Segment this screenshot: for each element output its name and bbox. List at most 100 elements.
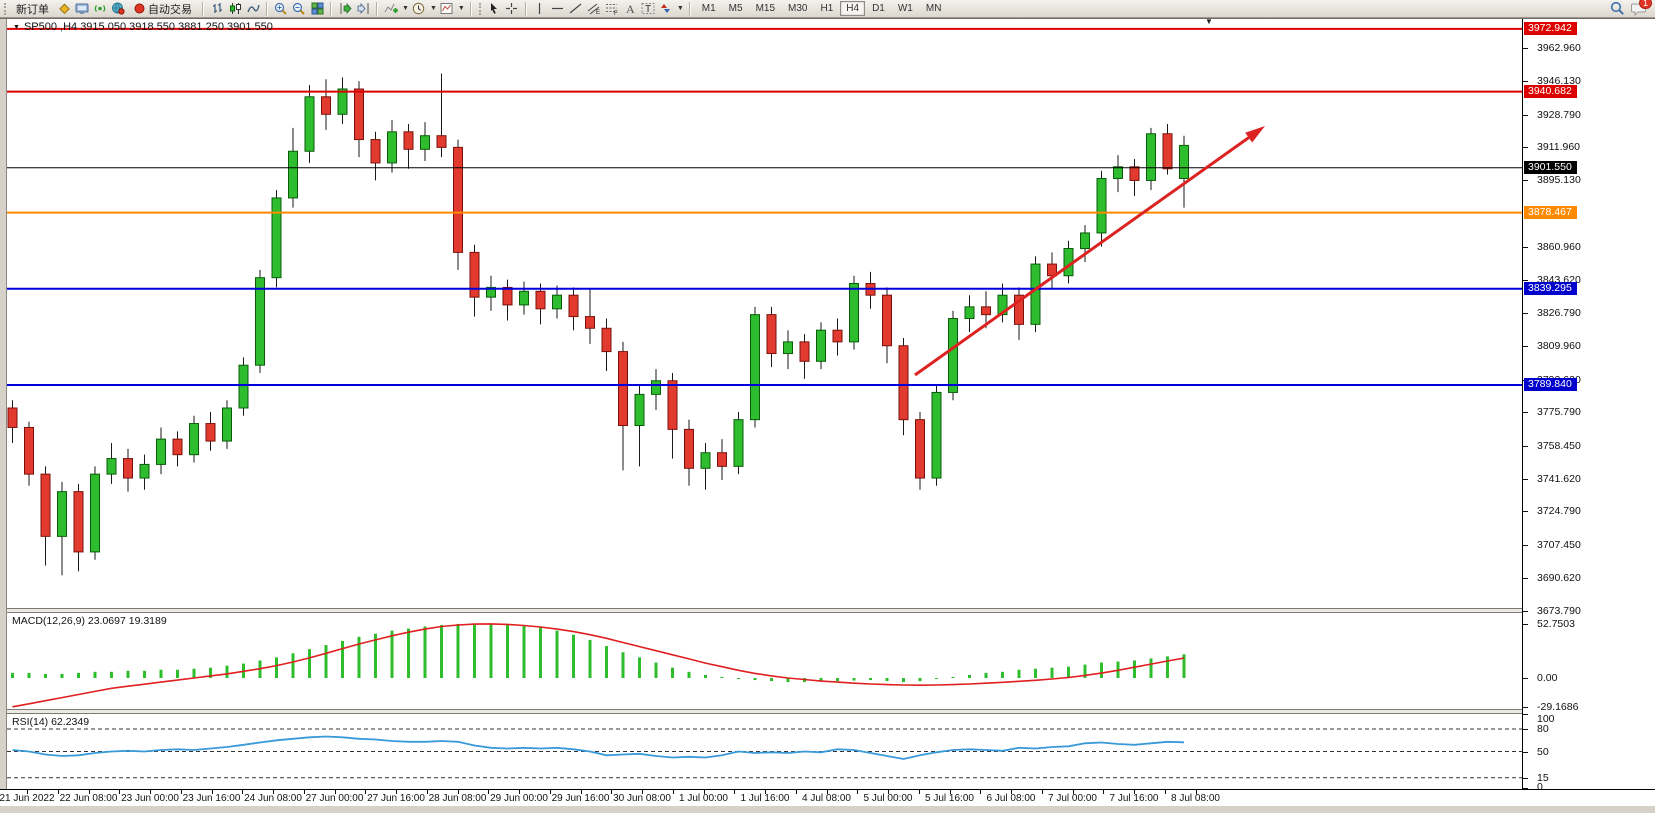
candle-body xyxy=(832,329,843,343)
templates-dropdown-caret[interactable]: ▼ xyxy=(457,5,465,12)
candlesticks-icon[interactable] xyxy=(227,1,243,17)
crosshair-icon[interactable] xyxy=(504,1,520,17)
time-label: 30 Jun 08:00 xyxy=(613,793,671,804)
time-label: 27 Jun 00:00 xyxy=(305,793,364,804)
candle-body xyxy=(700,452,711,469)
price-tick-label: 3690.620 xyxy=(1537,571,1581,584)
autotrading-button[interactable]: 自动交易 xyxy=(128,1,197,17)
timeframe-H4[interactable]: H4 xyxy=(840,1,866,16)
timeframe-M1[interactable]: M1 xyxy=(701,3,716,14)
time-label: 21 Jun 2022 xyxy=(0,793,55,804)
time-tick-mark xyxy=(857,790,859,794)
time-label: 27 Jun 16:00 xyxy=(367,793,425,804)
indicators-add-icon[interactable] xyxy=(383,1,399,17)
chart-shift-marker-icon[interactable]: ▼ xyxy=(1205,17,1213,26)
time-axis[interactable]: 21 Jun 2022 22 Jun 08:00 23 Jun 00:00 23 Ju… xyxy=(0,789,1655,806)
price-tick-label: 3826.790 xyxy=(1537,307,1581,320)
terminal-icon[interactable] xyxy=(74,1,90,17)
periods-dropdown-caret[interactable]: ▼ xyxy=(429,5,437,12)
rsi-axis-tick-mark xyxy=(1523,788,1528,789)
signals-icon[interactable] xyxy=(92,1,108,17)
notification-badge: 1 xyxy=(1638,0,1652,9)
fibonacci-icon[interactable]: F xyxy=(604,1,620,17)
candle-body xyxy=(156,438,166,465)
rsi-line xyxy=(12,735,1185,760)
timeframe-M30[interactable]: M30 xyxy=(788,3,808,14)
vertical-line-icon[interactable] xyxy=(532,1,548,17)
candle-body xyxy=(40,473,51,537)
candle-body xyxy=(420,135,430,150)
candle-body xyxy=(238,364,249,409)
time-tick-mark xyxy=(365,790,367,794)
trendline-icon[interactable] xyxy=(568,1,584,17)
timeframe-W1[interactable]: W1 xyxy=(897,3,913,14)
price-axis[interactable]: 3962.960 3946.130 3928.790 3911.960 3895.130… xyxy=(1522,19,1655,793)
candle-body xyxy=(519,290,529,306)
toolbar-grip xyxy=(478,2,482,15)
one-click-collapse-icon[interactable]: ▼ xyxy=(13,23,20,31)
zoom-out-icon[interactable] xyxy=(291,1,307,17)
pane-resize-handle[interactable] xyxy=(7,608,1522,613)
pane-resize-handle[interactable] xyxy=(7,709,1522,714)
arrows-icon[interactable] xyxy=(658,1,674,17)
chart-shift-icon[interactable] xyxy=(355,1,371,17)
price-tick-mark xyxy=(1523,80,1528,82)
equidistant-channel-icon[interactable]: E xyxy=(586,1,602,17)
candle-body xyxy=(205,423,216,442)
timeframe-bar: M1 M5 M15 M30 H1 H4 D1 W1 MN xyxy=(696,1,948,16)
time-label: 28 Jun 08:00 xyxy=(428,793,487,804)
price-tick-label: 3962.960 xyxy=(1537,42,1581,55)
time-tick-mark xyxy=(949,790,951,794)
candle-body xyxy=(981,306,991,316)
candle-body xyxy=(1096,177,1107,234)
diamond-icon[interactable] xyxy=(56,1,72,17)
ohlc-bars-icon[interactable] xyxy=(209,1,225,17)
line-chart-icon[interactable] xyxy=(245,1,261,17)
time-tick-mark xyxy=(672,790,674,794)
text-label-icon[interactable]: T xyxy=(640,1,656,17)
zoom-in-icon[interactable] xyxy=(273,1,289,17)
timeframe-M5[interactable]: M5 xyxy=(728,3,743,14)
price-chart-pane[interactable]: ▼ SP500 ,H4 3915.050 3918.550 3881.250 3… xyxy=(7,17,1522,608)
rsi-axis-label: 100 xyxy=(1537,713,1555,725)
cursor-icon[interactable] xyxy=(486,1,502,17)
toolbar-separator xyxy=(376,1,378,16)
timeframe-H1[interactable]: H1 xyxy=(820,3,834,14)
candle-body xyxy=(502,286,513,306)
horizontal-line-icon[interactable] xyxy=(550,1,566,17)
timeframe-M15[interactable]: M15 xyxy=(755,3,776,14)
candle-body xyxy=(436,135,447,148)
periods-clock-icon[interactable] xyxy=(411,1,427,17)
chat-icon[interactable]: 1 xyxy=(1631,0,1652,17)
templates-icon[interactable] xyxy=(439,1,455,17)
rsi-indicator-pane[interactable]: RSI(14) 62.2349 xyxy=(7,714,1522,789)
text-icon[interactable]: A xyxy=(622,1,638,17)
price-tick-label: 3911.960 xyxy=(1537,141,1581,154)
autotrading-status-icon xyxy=(133,1,145,17)
candle-body xyxy=(57,491,67,537)
tile-windows-icon[interactable] xyxy=(309,1,325,17)
arrows-dropdown-caret[interactable]: ▼ xyxy=(676,5,684,12)
new-order-button[interactable]: 新订单 xyxy=(11,1,54,17)
auto-scroll-icon[interactable] xyxy=(337,1,353,17)
time-tick-mark xyxy=(703,790,705,794)
indicators-dropdown-caret[interactable]: ▼ xyxy=(402,5,409,12)
timeframe-D1[interactable]: D1 xyxy=(872,3,885,14)
rsi-layer xyxy=(7,728,1522,779)
price-tick-label: 3775.790 xyxy=(1537,406,1581,419)
market-icon[interactable] xyxy=(110,1,126,17)
svg-text:E: E xyxy=(596,10,600,15)
price-tick-label: 3707.450 xyxy=(1537,539,1581,552)
candle-body xyxy=(1030,263,1041,325)
candle-body xyxy=(139,463,150,479)
timeframe-MN[interactable]: MN xyxy=(925,3,942,14)
trend-arrow-shaft xyxy=(914,136,1250,377)
candle-body xyxy=(73,491,84,553)
toolbar-separator xyxy=(524,1,527,16)
price-tick-mark xyxy=(1523,313,1528,315)
macd-indicator-pane[interactable]: MACD(12,26,9) 23.0697 19.3189 xyxy=(7,613,1522,709)
search-icon[interactable] xyxy=(1609,1,1625,17)
price-tick-label: 3724.790 xyxy=(1537,505,1581,518)
candle-body xyxy=(453,146,463,253)
time-label: 29 Jun 00:00 xyxy=(490,793,548,804)
